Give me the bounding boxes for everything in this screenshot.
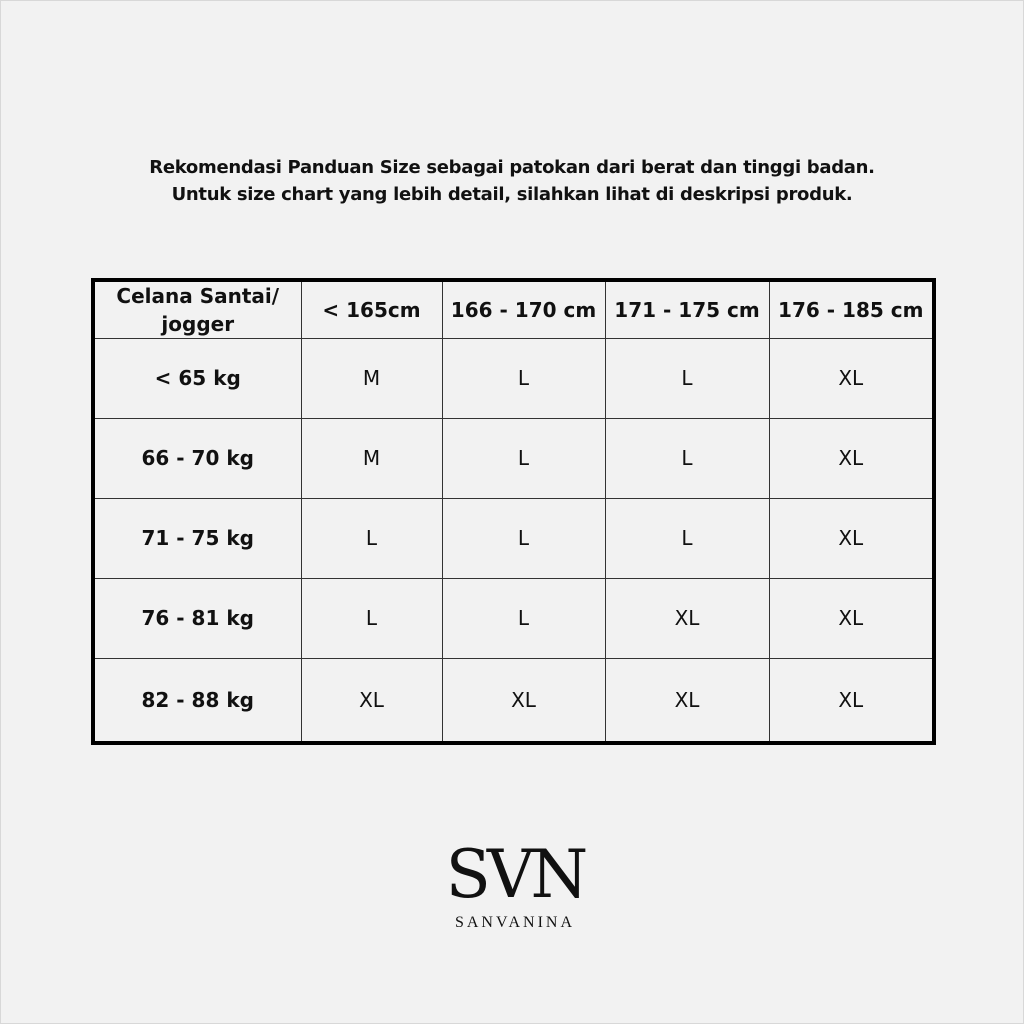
intro-text: Rekomendasi Panduan Size sebagai patokan… [0, 154, 1024, 208]
table-row: < 65 kg M L L XL [92, 338, 935, 419]
table-row: 66 - 70 kg M L L XL [92, 417, 935, 499]
size-cell: L [604, 497, 770, 579]
row-header: 82 - 88 kg [92, 657, 302, 744]
size-cell: M [300, 338, 443, 419]
size-cell: L [300, 497, 443, 579]
column-header: 171 - 175 cm [604, 279, 770, 339]
size-cell: L [604, 338, 770, 419]
size-cell: XL [768, 657, 935, 744]
row-header: 71 - 75 kg [92, 497, 302, 579]
size-cell: L [441, 417, 606, 499]
row-header: 76 - 81 kg [92, 577, 302, 659]
size-cell: XL [768, 497, 935, 579]
table-row: 76 - 81 kg L L XL XL [92, 577, 935, 659]
intro-line-2: Untuk size chart yang lebih detail, sila… [171, 184, 853, 205]
size-cell: XL [604, 657, 770, 744]
size-cell: L [300, 577, 443, 659]
size-chart-table: Celana Santai/jogger < 165cm 166 - 170 c… [91, 278, 936, 745]
size-cell: L [604, 417, 770, 499]
brand-logo: SVN SANVANINA [430, 842, 600, 932]
size-cell: M [300, 417, 443, 499]
logo-mark: SVN [445, 836, 589, 913]
size-cell: XL [768, 338, 935, 419]
logo-wordmark: SANVANINA [454, 914, 576, 931]
corner-header: Celana Santai/jogger [92, 279, 302, 339]
row-header: 66 - 70 kg [92, 417, 302, 499]
column-header: < 165cm [300, 279, 443, 339]
size-cell: XL [441, 657, 606, 744]
row-header: < 65 kg [92, 338, 302, 419]
size-cell: XL [604, 577, 770, 659]
header-row: Celana Santai/jogger < 165cm 166 - 170 c… [92, 279, 935, 339]
size-cell: XL [768, 577, 935, 659]
table-row: 82 - 88 kg XL XL XL XL [92, 657, 935, 744]
size-cell: L [441, 497, 606, 579]
size-cell: L [441, 338, 606, 419]
column-header: 176 - 185 cm [768, 279, 935, 339]
table-row: 71 - 75 kg L L L XL [92, 497, 935, 579]
column-header: 166 - 170 cm [441, 279, 606, 339]
intro-line-1: Rekomendasi Panduan Size sebagai patokan… [149, 157, 875, 178]
size-cell: L [441, 577, 606, 659]
size-cell: XL [768, 417, 935, 499]
size-cell: XL [300, 657, 443, 744]
